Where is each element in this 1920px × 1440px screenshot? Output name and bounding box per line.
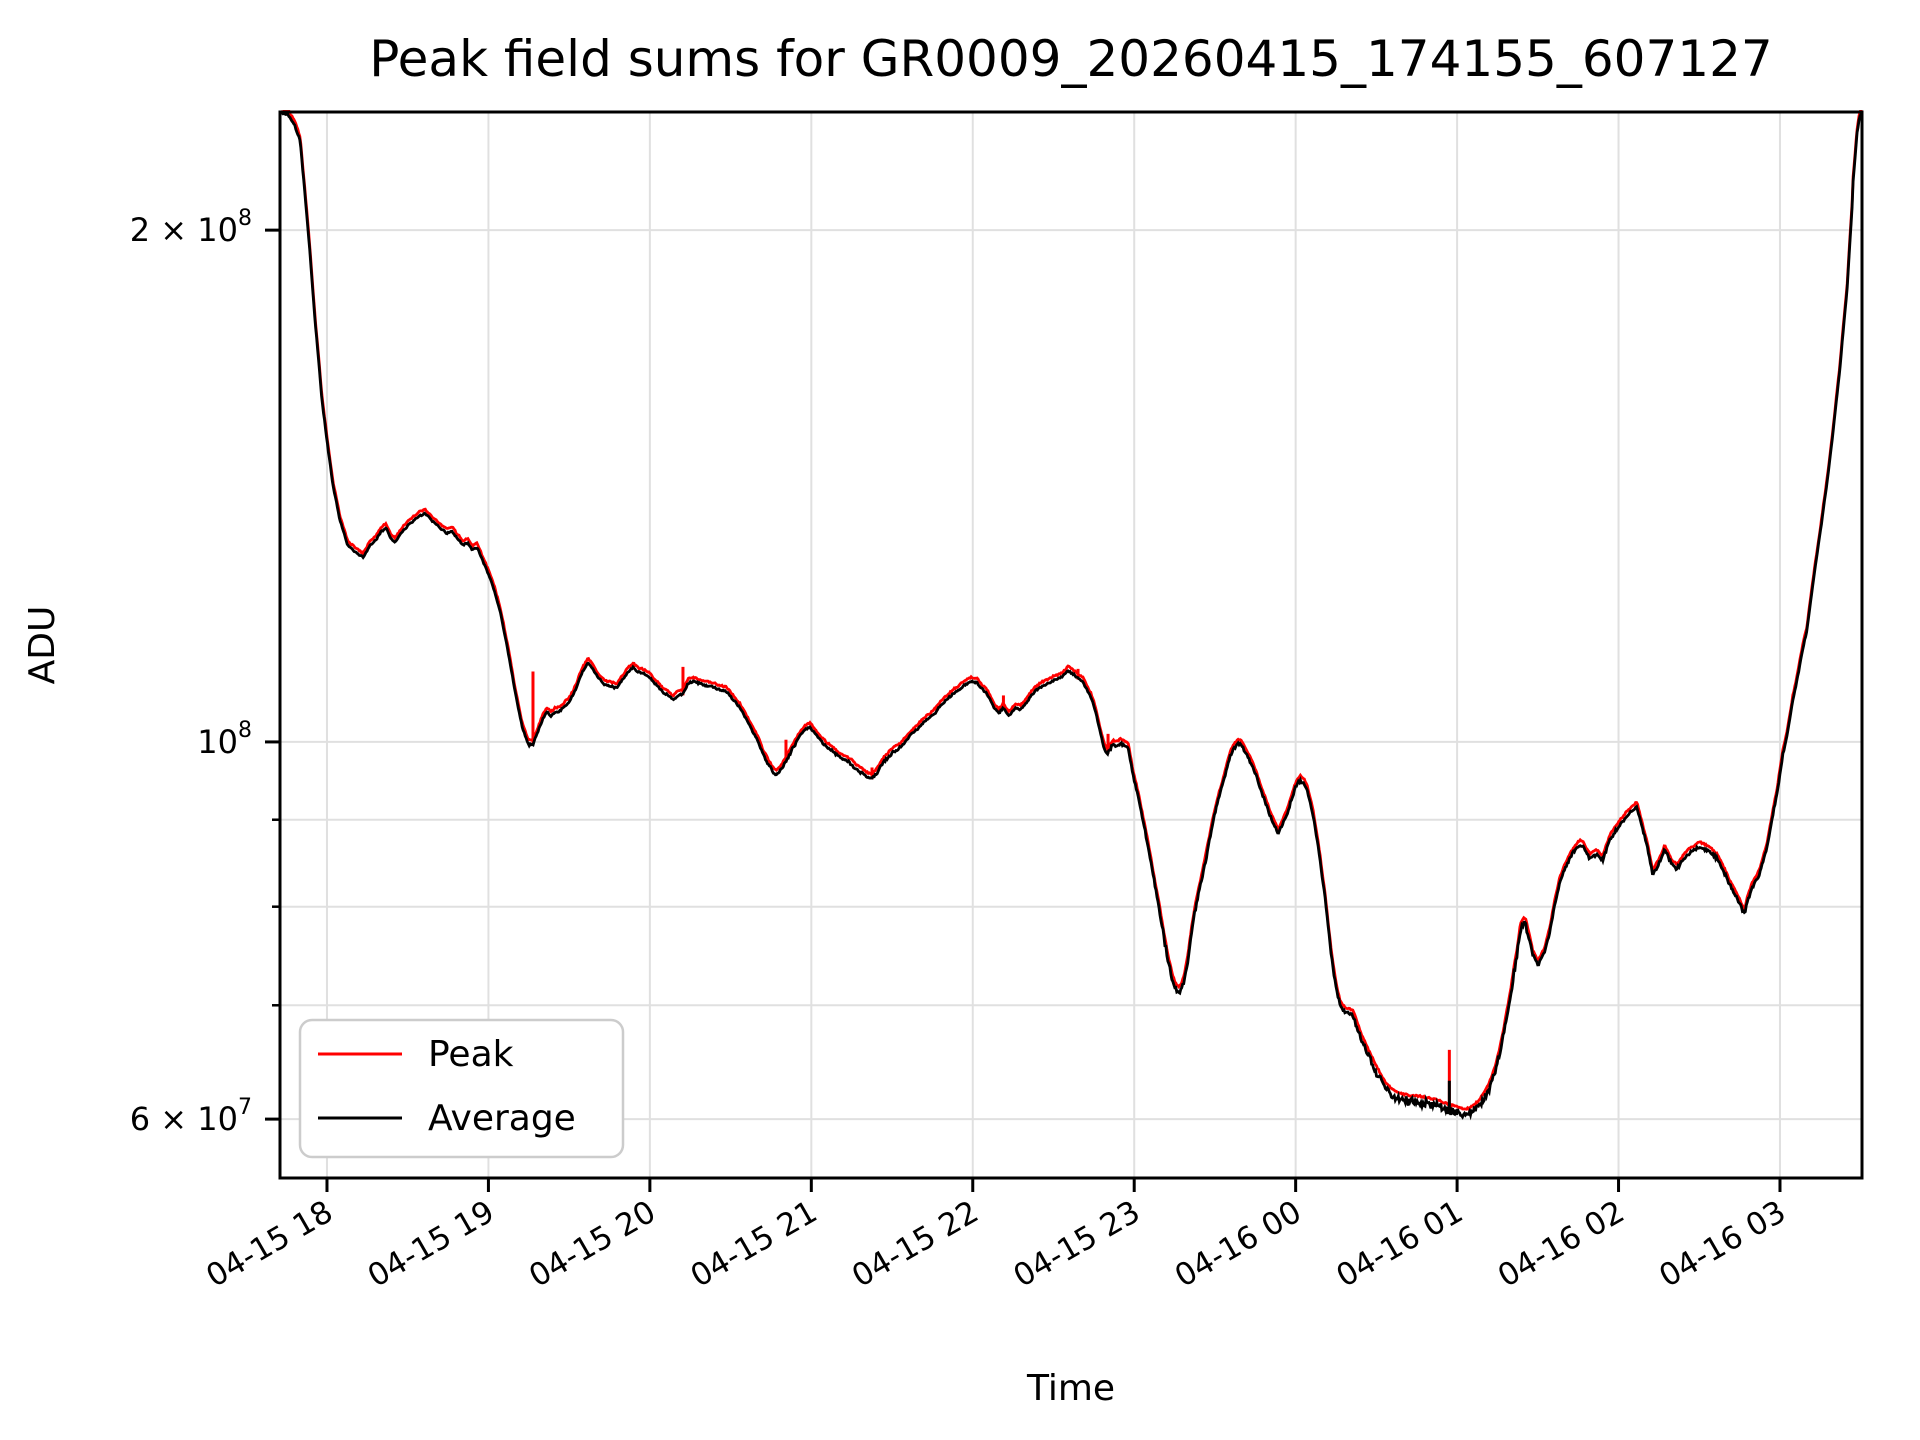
legend-label-peak: Peak <box>428 1034 514 1075</box>
y-axis-label: ADU <box>22 606 63 685</box>
average-line <box>279 111 1864 1121</box>
y-tick-label: 2 × 108 <box>130 206 252 249</box>
peak-line <box>281 110 1863 1112</box>
plot-frame <box>278 110 1864 1180</box>
tick-layer <box>265 228 1782 1192</box>
chart-title: Peak field sums for GR0009_20260415_1741… <box>369 30 1772 88</box>
series-layer <box>279 110 1864 1121</box>
legend: Peak Average <box>298 1018 625 1159</box>
y-tick-label: 108 <box>197 718 252 761</box>
grid-layer <box>280 112 1862 1178</box>
x-axis-label: Time <box>1026 1368 1115 1409</box>
y-tick-label: 6 × 107 <box>130 1095 252 1138</box>
legend-label-average: Average <box>428 1098 576 1139</box>
